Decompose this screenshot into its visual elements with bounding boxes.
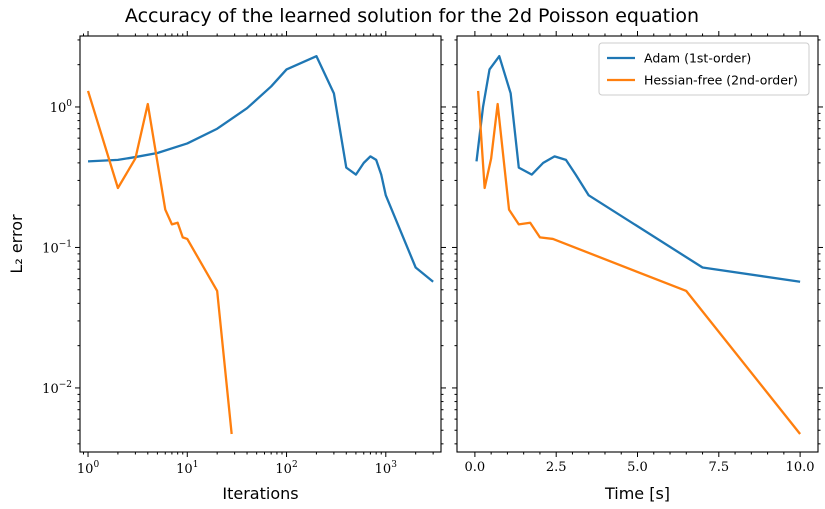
x-tick-label: 2.5 [546,460,567,475]
x-tick-label: 102 [275,460,297,477]
x-tick-label: 10.0 [786,460,815,475]
y-axis-label: L₂ error [7,214,26,274]
x-tick-label: 7.5 [708,460,729,475]
x-tick-label: 103 [375,460,398,477]
legend: Adam (1st-order) Hessian-free (2nd-order) [598,42,810,96]
x-tick-label: 0.0 [465,460,486,475]
x-tick-label: 5.0 [627,460,648,475]
series-line-1 [86,90,233,435]
x-axis-label: Iterations [222,484,298,503]
x-axis-label: Time [s] [604,484,670,503]
y-tick-label: 10−2 [42,380,72,397]
axes-frame [79,35,442,453]
left-panel-iterations: 10−2 10−1 100 100 101 102 103 Iterations L₂ erro… [7,31,446,503]
y-tick-label: 10−1 [42,239,72,256]
right-panel-time: 0.0 2.5 5.0 7.5 10.0 Time [s] Adam (1st-order)… [452,31,823,503]
series-line-0 [87,55,434,283]
figure-title: Accuracy of the learned solution for the… [125,5,699,27]
y-tick-label: 100 [50,99,73,116]
x-tick-label: 100 [77,460,100,477]
series-line-1 [476,90,802,435]
series-line-0 [475,55,801,283]
x-tick-label: 101 [176,460,198,477]
legend-entry-label: Adam (1st-order) [644,51,751,66]
legend-box [598,42,810,96]
legend-entry-label: Hessian-free (2nd-order) [644,73,798,88]
